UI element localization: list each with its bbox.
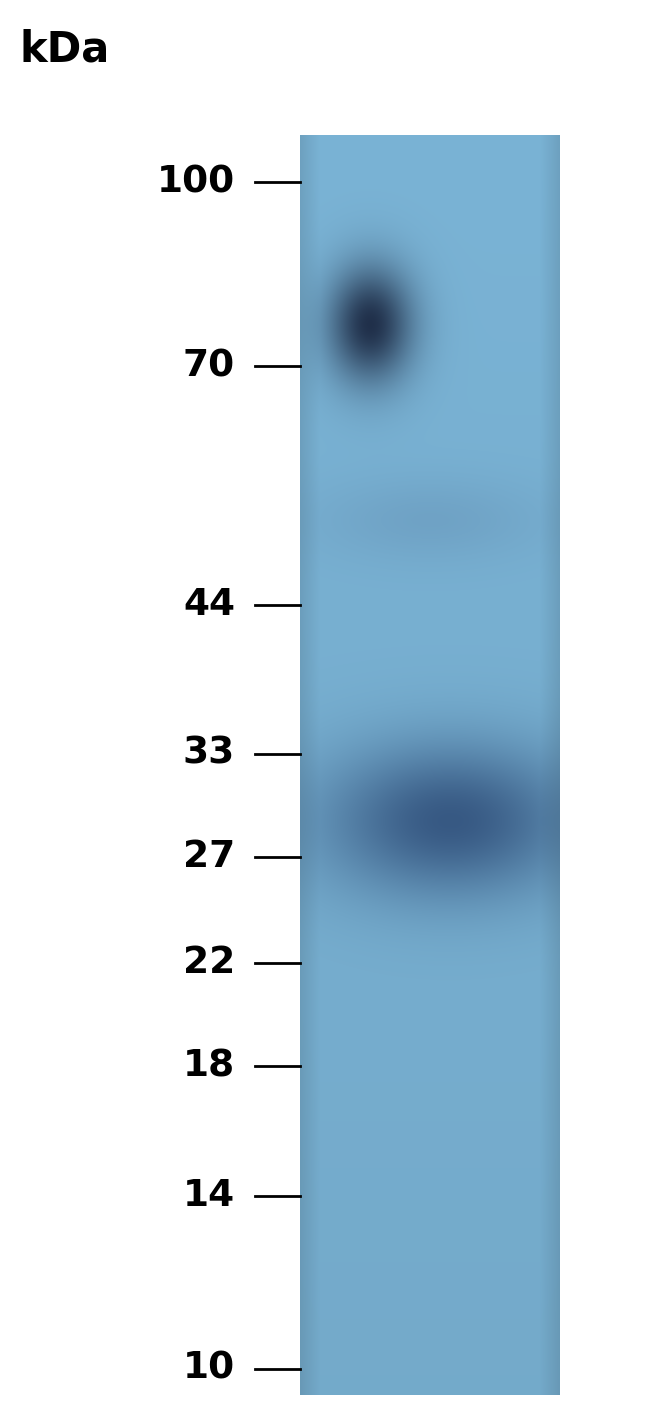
Text: 70: 70 (183, 349, 235, 384)
Text: 18: 18 (183, 1048, 235, 1084)
Text: 100: 100 (157, 165, 235, 200)
Text: 22: 22 (183, 944, 235, 981)
Text: kDa: kDa (20, 28, 110, 71)
Text: 33: 33 (183, 735, 235, 772)
Text: 27: 27 (183, 840, 235, 875)
Text: 44: 44 (183, 587, 235, 624)
Text: 10: 10 (183, 1350, 235, 1387)
Text: 14: 14 (183, 1178, 235, 1213)
